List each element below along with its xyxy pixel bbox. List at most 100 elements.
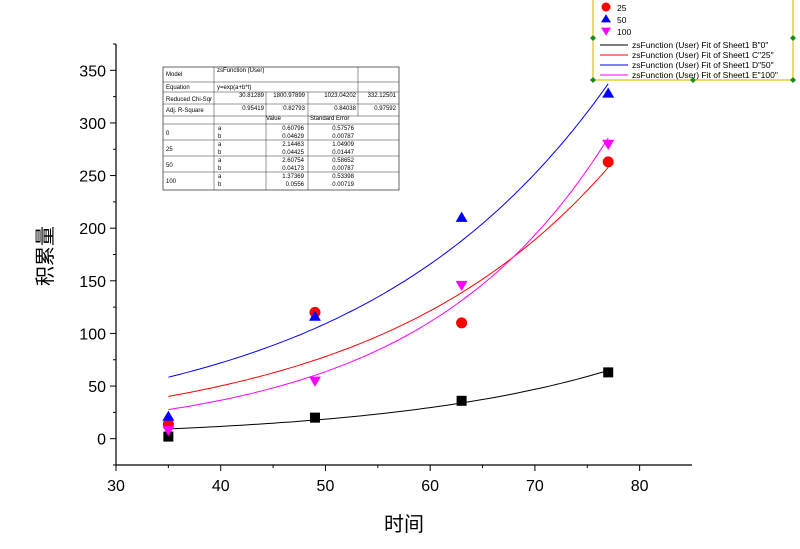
table-equation-value: y=exp(a+b*t) — [217, 85, 251, 91]
data-point-50 — [455, 211, 468, 222]
legend-resize-handle[interactable] — [790, 35, 796, 41]
table-chisqr-0: 30.81289 — [239, 93, 265, 99]
legend-fit-label-50: zsFunction (User) Fit of Sheet1 D"50" — [632, 60, 774, 70]
legend-label-100: 100 — [617, 27, 631, 37]
table-model-label: Model — [166, 72, 182, 78]
data-point-0 — [603, 367, 614, 378]
table-param-error: 0.00787 — [332, 134, 354, 140]
fit-curve-100 — [168, 137, 609, 411]
y-tick-label: 100 — [79, 326, 106, 343]
data-point-25 — [602, 156, 614, 168]
table-param-name: b — [218, 182, 222, 188]
table-param-name: b — [218, 166, 222, 172]
table-param-name: a — [218, 142, 222, 148]
table-param-value: 0.0556 — [286, 182, 305, 188]
legend-symbol-100 — [601, 27, 611, 36]
table-param-error: 0.01447 — [332, 150, 354, 156]
table-param-name: a — [218, 158, 222, 164]
table-param-error: 1.04909 — [332, 142, 354, 148]
y-tick-label: 200 — [79, 221, 106, 238]
legend-symbol-50 — [601, 14, 611, 23]
legend-symbol-25 — [601, 2, 611, 12]
y-tick-label: 300 — [79, 116, 106, 133]
data-point-0 — [163, 431, 174, 442]
table-value-header: Value — [266, 116, 282, 122]
x-tick-label: 50 — [317, 478, 335, 495]
x-tick-label: 40 — [212, 478, 230, 495]
table-param-error: 0.00787 — [332, 166, 354, 172]
legend-resize-handle[interactable] — [590, 77, 596, 83]
table-param-value: 1.37369 — [282, 174, 304, 180]
table-param-name: b — [218, 134, 222, 140]
table-param-error: 0.53398 — [332, 174, 354, 180]
data-point-100 — [162, 426, 175, 437]
y-tick-label: 150 — [79, 274, 106, 291]
data-point-25 — [456, 317, 468, 329]
table-param-error: 0.00719 — [332, 182, 354, 188]
table-group-label: 100 — [166, 179, 177, 185]
fit-curve-50 — [168, 83, 609, 378]
fit-curve-25 — [168, 167, 609, 397]
legend-border — [592, 0, 794, 81]
legend-fit-label-25: zsFunction (User) Fit of Sheet1 C"25" — [632, 50, 774, 60]
legend-resize-handle[interactable] — [690, 77, 696, 83]
data-point-100 — [308, 376, 321, 387]
legend-resize-handle[interactable] — [590, 35, 596, 41]
data-point-50 — [162, 410, 175, 421]
legend-fit-label-0: zsFunction (User) Fit of Sheet1 B"0" — [632, 40, 768, 50]
legend-fit-label-100: zsFunction (User) Fit of Sheet1 E"100" — [632, 70, 778, 80]
table-group-label: 0 — [166, 131, 170, 137]
y-axis-title: 积累量 — [33, 226, 57, 286]
data-point-50 — [602, 87, 615, 98]
table-param-name: a — [218, 126, 222, 132]
table-param-value: 0.60796 — [282, 126, 304, 132]
table-param-value: 2.14463 — [282, 142, 304, 148]
table-param-value: 0.04425 — [282, 150, 304, 156]
table-param-value: 0.04173 — [282, 166, 304, 172]
data-point-0 — [456, 395, 467, 406]
table-border — [162, 66, 400, 191]
x-tick-label: 70 — [526, 478, 544, 495]
data-point-100 — [602, 139, 615, 150]
data-point-50 — [308, 310, 321, 321]
fit-curves — [168, 83, 609, 430]
data-markers — [162, 87, 615, 442]
data-point-0 — [309, 412, 320, 423]
table-error-header: Standard Error — [310, 116, 349, 122]
x-tick-label: 80 — [631, 478, 649, 495]
table-param-name: b — [218, 150, 222, 156]
table-param-value: 2.60754 — [282, 158, 304, 164]
table-chisqr-label: Reduced Chi-Sqr — [166, 97, 212, 103]
table-group-label: 50 — [166, 163, 173, 169]
legend-label-50: 50 — [617, 15, 627, 25]
table-r2-50: 0.84038 — [334, 106, 356, 112]
y-tick-label: 250 — [79, 169, 106, 186]
y-tick-label: 0 — [97, 432, 106, 449]
table-param-name: a — [218, 174, 222, 180]
fit-results-table: Model zsFunction (User) Equation y=exp(a… — [162, 66, 400, 191]
y-tick-label: 350 — [79, 63, 106, 80]
table-chisqr-25: 1800.97899 — [273, 93, 305, 99]
data-point-100 — [455, 280, 468, 292]
legend-label-25: 25 — [617, 3, 627, 13]
table-r2-100: 0.97592 — [374, 106, 396, 112]
table-param-value: 0.04629 — [282, 134, 304, 140]
x-axis-title: 时间 — [384, 512, 424, 536]
x-tick-label: 60 — [421, 478, 439, 495]
legend: 25 50 100 zsFunction (User) Fit of Sheet… — [590, 0, 796, 83]
table-chisqr-50: 1023.04202 — [324, 93, 356, 99]
table-group-label: 25 — [166, 147, 173, 153]
y-tick-label: 50 — [88, 379, 106, 396]
table-r2-label: Adj. R-Square — [166, 108, 204, 114]
table-model-value: zsFunction (User) — [217, 68, 264, 74]
table-param-error: 0.57576 — [332, 126, 354, 132]
table-r2-0: 0.95419 — [242, 106, 264, 112]
table-param-error: 0.58652 — [332, 158, 354, 164]
x-tick-label: 30 — [107, 478, 125, 495]
table-r2-25: 0.82793 — [283, 106, 305, 112]
table-chisqr-100: 332.12501 — [368, 93, 397, 99]
table-equation-label: Equation — [166, 85, 190, 91]
legend-resize-handle[interactable] — [790, 77, 796, 83]
